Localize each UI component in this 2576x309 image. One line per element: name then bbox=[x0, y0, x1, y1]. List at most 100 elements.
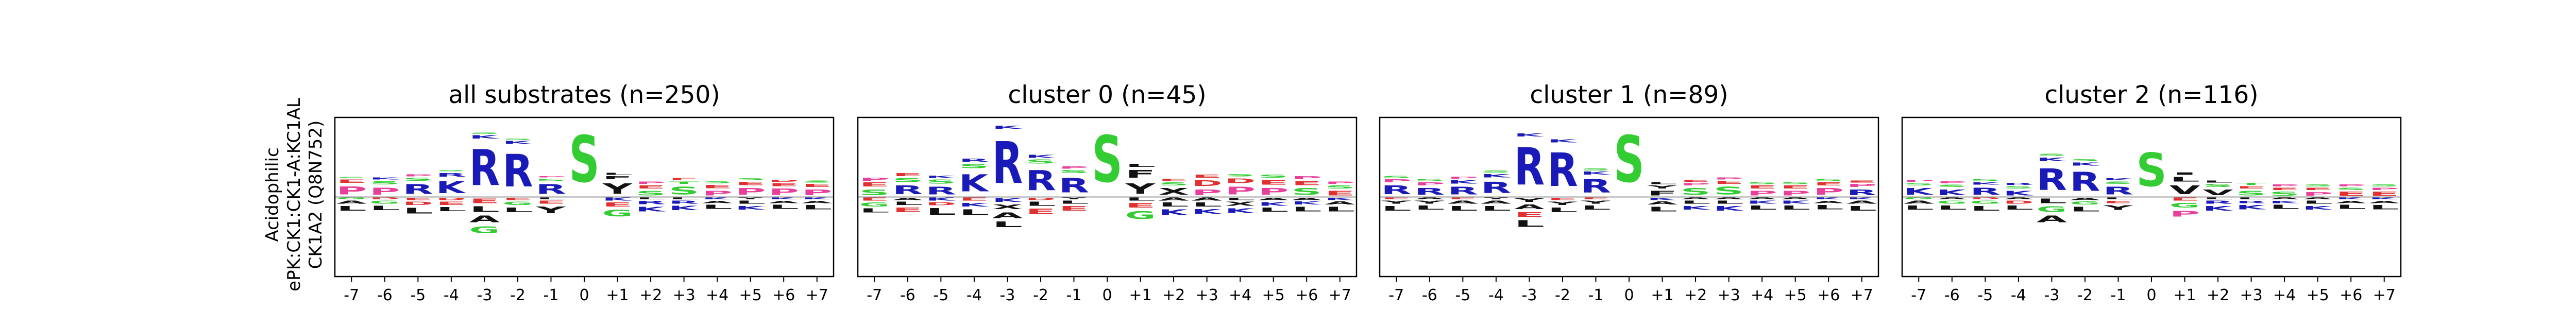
logo-letter-S: S bbox=[669, 185, 699, 197]
logo-letter-A: A bbox=[1448, 200, 1478, 204]
x-tick-label: -4 bbox=[967, 286, 982, 304]
x-tick-label: -3 bbox=[477, 286, 492, 304]
logo-letter-F: F bbox=[602, 176, 633, 180]
logo-column: PSK DGL bbox=[369, 177, 400, 212]
logo-column: S bbox=[1092, 122, 1122, 197]
logo-letter-K: K bbox=[1970, 182, 2001, 185]
logo-letter-A: A bbox=[2336, 200, 2366, 203]
logo-column: SEP ALK bbox=[1714, 177, 1744, 212]
logo-letter-E: E bbox=[1292, 180, 1322, 186]
logo-letter-L: L bbox=[1647, 182, 1677, 185]
logo-letter-K: K bbox=[926, 197, 956, 202]
x-tick-label: +3 bbox=[672, 286, 695, 304]
logo-letter-L: L bbox=[336, 204, 367, 212]
x-tick-label: -7 bbox=[867, 286, 882, 304]
logo-letter-L: L bbox=[2103, 197, 2133, 200]
logo-letter-A: A bbox=[336, 200, 367, 204]
logo-letter-K: K bbox=[992, 197, 1023, 203]
logo-letter-P: P bbox=[1414, 182, 1445, 186]
logo-letter-L: L bbox=[1714, 200, 1744, 204]
logo-column: RSP YLE bbox=[1058, 166, 1090, 213]
logo-letter-E: E bbox=[1547, 197, 1578, 201]
x-tick-label: -3 bbox=[1521, 286, 1537, 304]
logo-letter-A: A bbox=[2369, 200, 2399, 203]
logo-letter-A: A bbox=[992, 211, 1023, 220]
logo-letter-S: S bbox=[1481, 170, 1511, 174]
logo-letter-E: E bbox=[702, 184, 732, 189]
logo-letter-S: S bbox=[1614, 122, 1644, 197]
logo-letter-S: S bbox=[1225, 174, 1255, 177]
logo-letter-P: P bbox=[1381, 179, 1412, 183]
logo-letter-L: L bbox=[602, 173, 633, 176]
logo-letter-R: R bbox=[502, 146, 533, 197]
logo-letter-L: L bbox=[1904, 204, 1934, 211]
logo-letter-L: L bbox=[1747, 204, 1777, 211]
logo-letter-L: L bbox=[702, 204, 732, 210]
logo-letter-G: G bbox=[859, 202, 890, 208]
logo-letter-E: E bbox=[1714, 180, 1744, 185]
logo-letter-S: S bbox=[1025, 159, 1056, 165]
logo-letter-E: E bbox=[2369, 191, 2399, 197]
logo-letter-A: A bbox=[2003, 197, 2033, 200]
x-tick-label: -3 bbox=[999, 286, 1015, 304]
logo-letter-K: K bbox=[802, 197, 832, 200]
logo-column: S bbox=[2136, 144, 2166, 197]
logo-letter-S: S bbox=[2236, 190, 2266, 197]
logo-letters: KSPGALKSPAGLRKSDGLKSRADLRKSLGARKSAGLRSKL… bbox=[1904, 144, 2400, 225]
logo-column: EPS KAL bbox=[2369, 184, 2399, 211]
logo-letter-S: S bbox=[892, 177, 923, 183]
logo-letter-L: L bbox=[1814, 204, 1844, 211]
x-tick-label: -7 bbox=[1388, 286, 1404, 304]
logo-letter-E: E bbox=[602, 201, 633, 208]
logo-letter-L: L bbox=[1846, 204, 1877, 212]
logo-column: RKS EGL bbox=[502, 138, 533, 214]
logo-letter-S: S bbox=[469, 132, 500, 134]
logo-letter-E: E bbox=[2336, 191, 2366, 197]
logo-letter-E: E bbox=[1125, 201, 1156, 209]
logo-letter-Y: Y bbox=[1381, 200, 1412, 205]
logo-letter-L: L bbox=[992, 220, 1023, 229]
logo-letter-E: E bbox=[502, 197, 533, 201]
logo-letter-R: R bbox=[536, 182, 566, 197]
x-tick-label: -6 bbox=[900, 286, 916, 304]
logo-letter-K: K bbox=[1481, 174, 1512, 179]
logo-panel-3: cluster 2 (n=116)KSPGALKSPAGLRKSDGLKSRAD… bbox=[1901, 81, 2402, 304]
x-tick-label: +4 bbox=[1229, 286, 1251, 304]
x-tick-label: -2 bbox=[510, 286, 526, 304]
logo-letter-Y: Y bbox=[1481, 197, 1512, 200]
logo-letter-L: L bbox=[959, 208, 989, 217]
logo-letter-L: L bbox=[2037, 197, 2067, 204]
logo-letter-Y: Y bbox=[1414, 200, 1445, 205]
logo-letter-X: X bbox=[1225, 201, 1255, 207]
logo-letter-K: K bbox=[1814, 197, 1844, 200]
logo-letter-L: L bbox=[1381, 204, 1412, 212]
logo-letter-K: K bbox=[2037, 157, 2067, 163]
x-tick-label: 0 bbox=[2146, 286, 2156, 304]
logo-column: SET LRK bbox=[2236, 182, 2267, 211]
logo-letter-L: L bbox=[2269, 204, 2299, 210]
logo-letter-G: G bbox=[369, 200, 400, 205]
logo-letter-L: L bbox=[1647, 205, 1677, 213]
logo-letter-K: K bbox=[1514, 133, 1545, 138]
logo-letter-G: G bbox=[336, 197, 367, 200]
x-tick-label: -5 bbox=[410, 286, 426, 304]
logo-letter-R: R bbox=[403, 182, 433, 197]
logo-letter-L: L bbox=[635, 197, 666, 200]
logo-letter-S: S bbox=[1937, 184, 1967, 187]
x-tick-label: +6 bbox=[772, 286, 795, 304]
logo-column: PES ALK bbox=[2302, 184, 2333, 211]
logo-letter-E: E bbox=[1025, 207, 1056, 216]
logo-letter-S: S bbox=[536, 178, 566, 181]
logo-letter-A: A bbox=[1514, 203, 1545, 211]
logo-letter-L: L bbox=[735, 200, 766, 204]
x-tick-label: +1 bbox=[2173, 286, 2196, 304]
logo-letter-E: E bbox=[1059, 204, 1089, 212]
logo-column: PES AKL bbox=[1258, 174, 1289, 213]
logo-letter-S: S bbox=[1059, 169, 1089, 174]
logo-letter-L: L bbox=[1780, 204, 1810, 211]
logo-letter-E: E bbox=[469, 197, 500, 204]
logo-letter-K: K bbox=[2302, 204, 2333, 211]
